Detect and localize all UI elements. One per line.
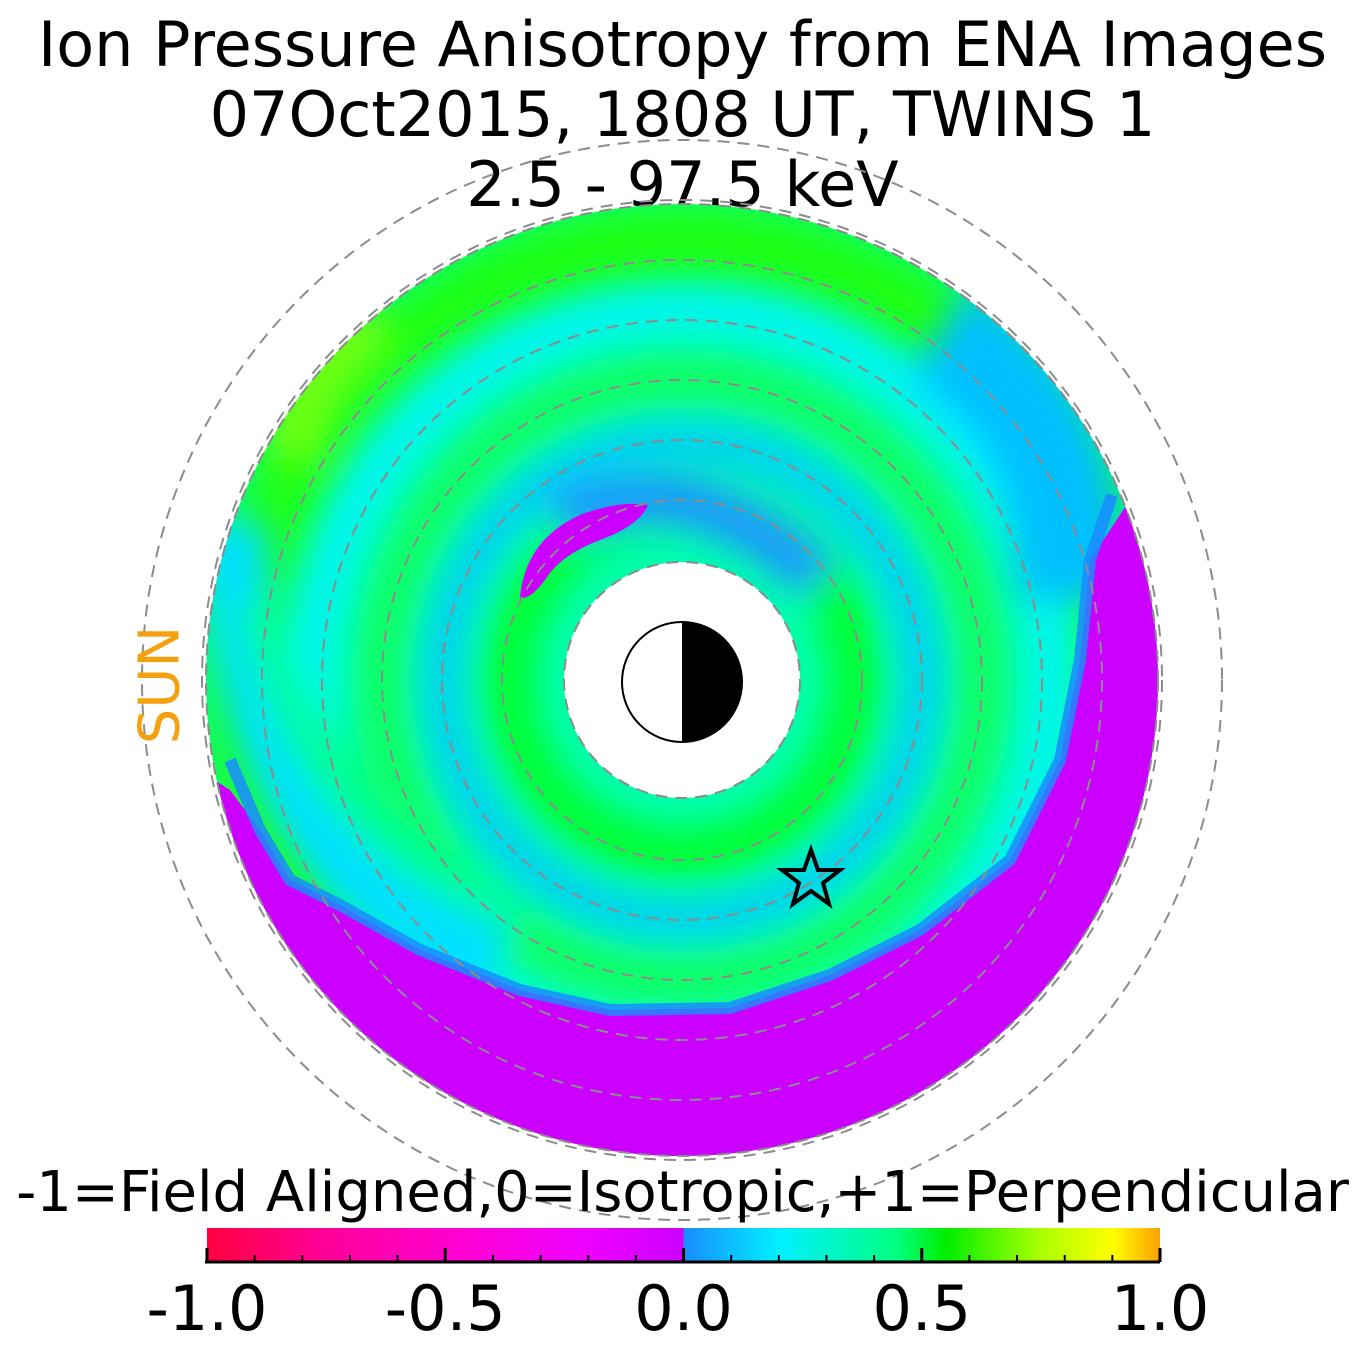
earth-symbol xyxy=(621,621,743,743)
chart-title-line-1: Ion Pressure Anisotropy from ENA Images xyxy=(37,8,1328,81)
grid-ring xyxy=(501,499,863,861)
grid-ring-outer xyxy=(205,203,1159,1157)
grid-ring xyxy=(441,439,923,921)
grid-ring-inner xyxy=(563,561,801,799)
field-aligned-blob xyxy=(520,503,648,599)
colorbar-tick-label: 0.0 xyxy=(634,1272,733,1345)
colorbar-label: -1=Field Aligned,0=Isotropic,+1=Perpendi… xyxy=(16,1160,1349,1225)
colorbar: -1.0 -0.5 0.0 0.5 1.0 xyxy=(147,1228,1210,1345)
grid-ring xyxy=(321,319,1043,1041)
sun-direction-label: SUN xyxy=(127,625,193,745)
field-aligned-region xyxy=(206,480,1158,1156)
boundary-blue-rim xyxy=(224,493,1118,1017)
grid-ring xyxy=(261,259,1103,1101)
chart-title-line-2: 07Oct2015, 1808 UT, TWINS 1 xyxy=(209,78,1156,151)
colorbar-tick-label: -1.0 xyxy=(147,1272,268,1345)
colorbar-tick-label: 1.0 xyxy=(1111,1272,1210,1345)
grid-ring xyxy=(381,379,983,981)
satellite-star-marker xyxy=(776,843,846,910)
grid-rings xyxy=(141,139,1223,1221)
grid-ring xyxy=(141,139,1223,1221)
colorbar-tick-label: -0.5 xyxy=(385,1272,506,1345)
colorbar-ticks: -1.0 -0.5 0.0 0.5 1.0 xyxy=(147,1248,1210,1345)
colorbar-tick-label: 0.5 xyxy=(872,1272,971,1345)
grid-ring xyxy=(201,199,1163,1161)
